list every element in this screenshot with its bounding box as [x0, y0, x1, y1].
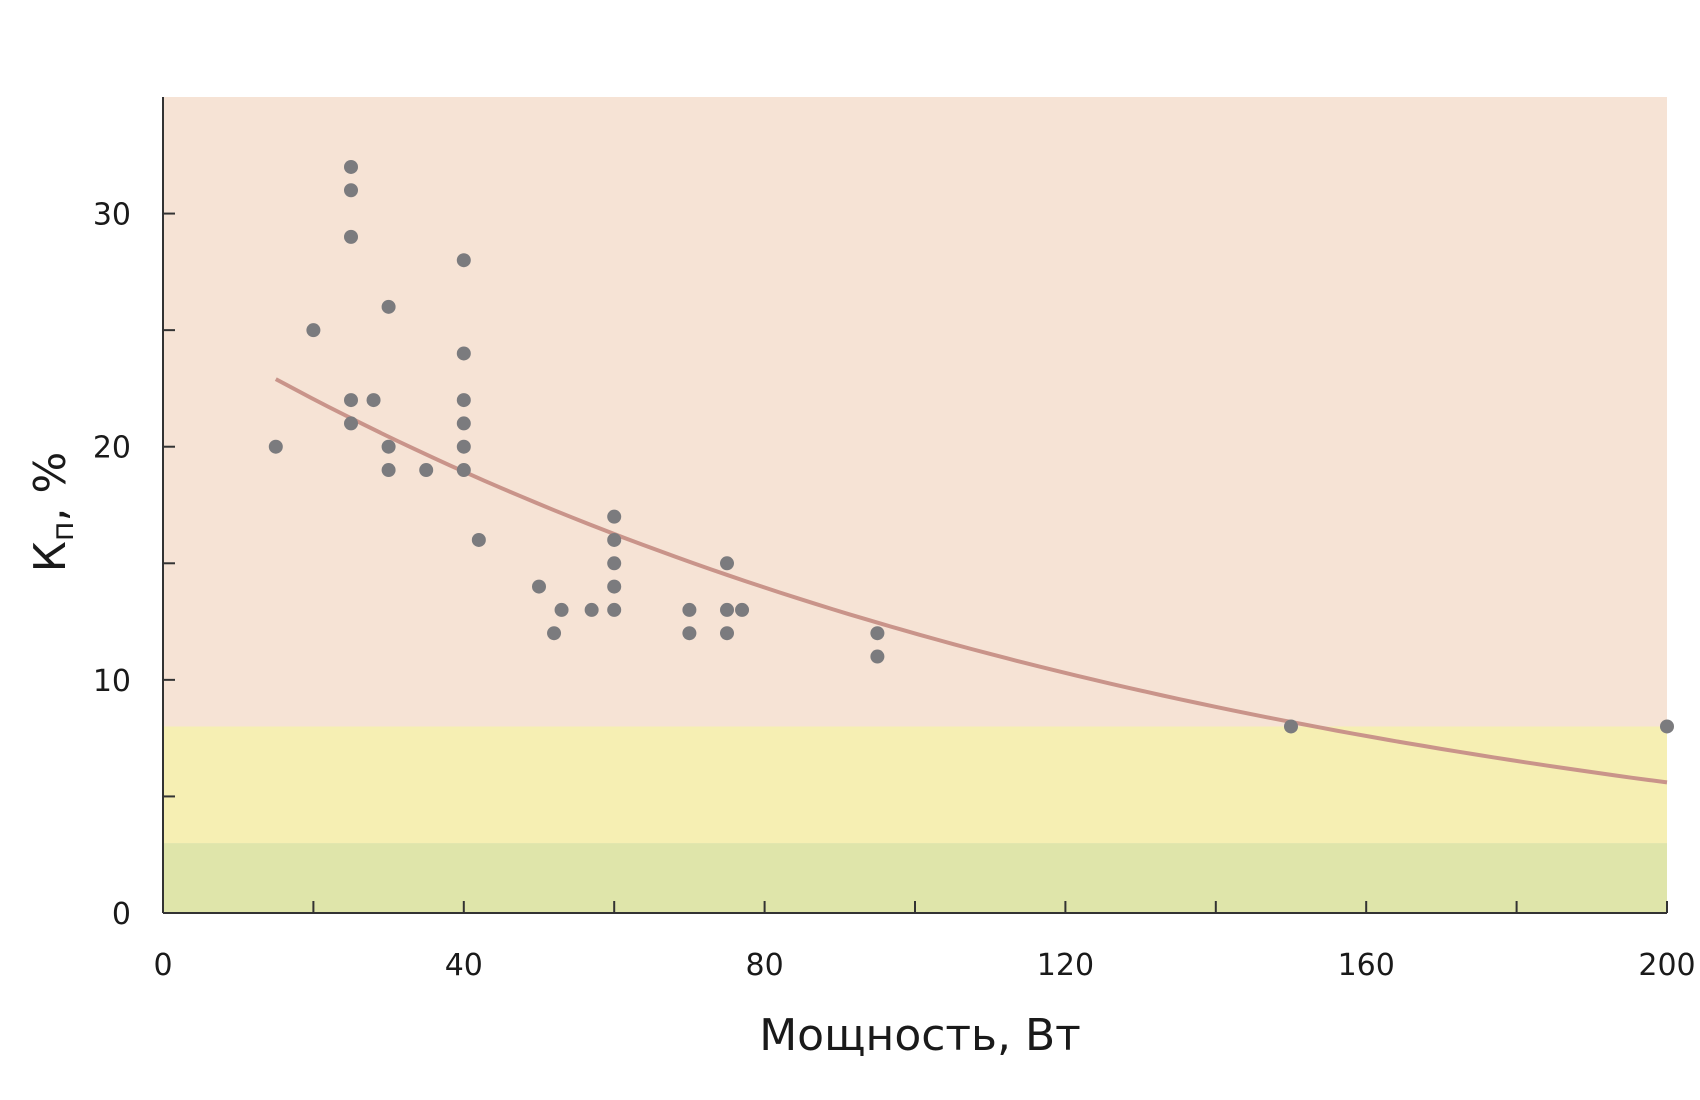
data-point: [720, 626, 734, 641]
data-point: [1284, 719, 1298, 734]
band-1: [163, 726, 1667, 844]
data-point: [268, 439, 283, 454]
data-point: [381, 299, 396, 314]
data-point: [419, 463, 434, 478]
data-point: [456, 393, 471, 408]
data-point: [344, 393, 358, 408]
y-axis-title-subscript: п: [46, 521, 81, 541]
y-axis-title-suffix: , %: [25, 452, 76, 522]
y-axis-title: Кп, %: [25, 452, 81, 573]
points-layer: [268, 159, 1674, 734]
y-axis-title-main: К: [25, 541, 76, 572]
data-point: [584, 602, 599, 617]
x-tick-label: 160: [1338, 948, 1395, 983]
data-point: [344, 229, 358, 244]
data-point: [735, 602, 750, 617]
data-point: [720, 556, 734, 571]
y-tick-label: 10: [93, 664, 131, 699]
data-point: [344, 416, 358, 431]
data-point: [344, 183, 358, 198]
data-point: [456, 439, 471, 454]
data-point: [471, 532, 486, 547]
data-point: [720, 602, 734, 617]
data-point: [682, 602, 697, 617]
data-point: [554, 602, 569, 617]
data-point: [381, 439, 396, 454]
data-point: [607, 532, 622, 547]
x-tick-label: 200: [1638, 948, 1695, 983]
data-point: [381, 463, 396, 478]
data-point: [306, 323, 321, 338]
x-tick-label: 0: [153, 948, 172, 983]
background-bands: [163, 97, 1667, 913]
data-point: [547, 626, 562, 641]
data-point: [456, 346, 471, 361]
ticks: 0 40 80 120 160 200 0 10 20 30: [93, 198, 1696, 983]
y-tick-label: 20: [93, 431, 131, 466]
trend-line: [274, 377, 1668, 785]
data-point: [366, 393, 381, 408]
x-axis-title: Мощность, Вт: [759, 1010, 1081, 1061]
trend-layer: [274, 377, 1668, 785]
data-point: [607, 602, 622, 617]
data-point: [1660, 719, 1674, 734]
x-tick-label: 80: [746, 948, 784, 983]
data-point: [456, 463, 471, 478]
band-2: [163, 97, 1667, 727]
data-point: [456, 253, 471, 268]
data-point: [607, 556, 622, 571]
y-tick-label: 0: [112, 897, 131, 932]
y-tick-label: 30: [93, 198, 131, 233]
data-point: [607, 509, 622, 524]
data-point: [456, 416, 471, 431]
data-point: [607, 579, 622, 594]
data-point: [344, 159, 358, 174]
x-tick-label: 40: [445, 948, 483, 983]
data-point: [682, 626, 697, 641]
data-point: [870, 626, 885, 641]
x-tick-label: 120: [1037, 948, 1094, 983]
data-point: [870, 649, 885, 664]
data-point: [532, 579, 546, 594]
